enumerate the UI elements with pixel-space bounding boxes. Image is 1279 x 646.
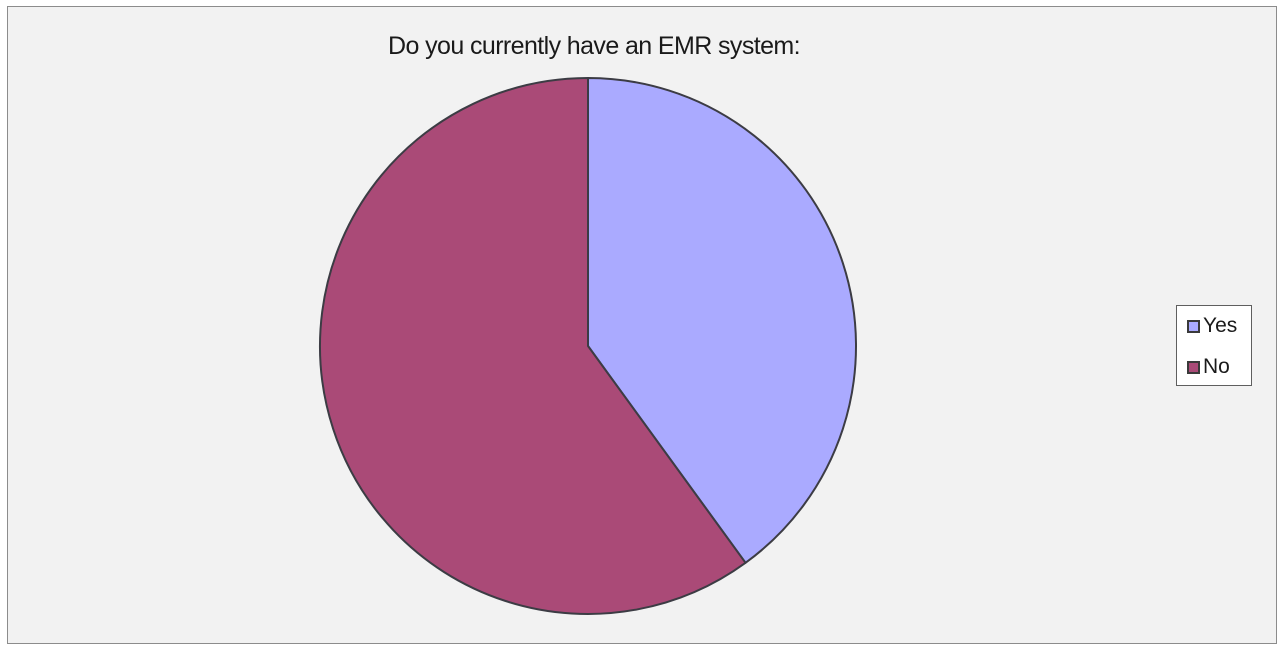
- pie-slice-yes: [587, 77, 857, 564]
- legend-swatch-no: [1187, 360, 1200, 374]
- legend-item-yes: Yes: [1187, 314, 1237, 338]
- legend: Yes No: [1176, 305, 1252, 386]
- legend-swatch-yes: [1187, 319, 1200, 333]
- chart-title: Do you currently have an EMR system:: [388, 32, 801, 60]
- chart-area: Do you currently have an EMR system: Yes…: [7, 6, 1277, 644]
- legend-label-yes: Yes: [1203, 314, 1238, 337]
- legend-label-no: No: [1203, 355, 1230, 378]
- pie-slice-no: [319, 77, 747, 615]
- pie-chart: [319, 77, 857, 615]
- legend-item-no: No: [1187, 355, 1230, 379]
